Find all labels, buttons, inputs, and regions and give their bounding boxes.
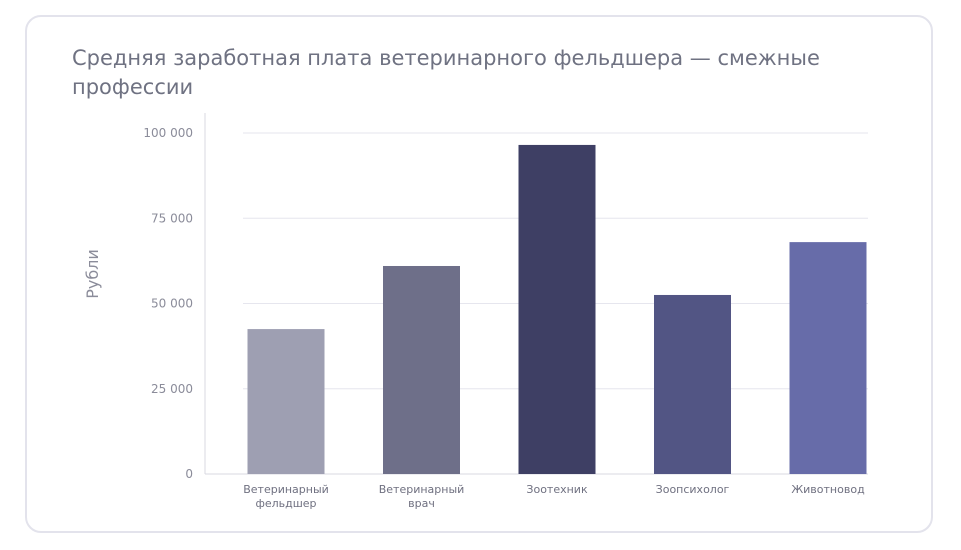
x-tick-label: Ветеринарный [243,483,329,496]
chart-card [25,15,933,533]
x-tick-label: Зоотехник [526,483,588,496]
bar [654,294,731,474]
chart-title: Средняя заработная плата ветеринарного ф… [72,46,820,99]
x-tick-label: фельдшер [255,497,316,510]
bar [518,144,596,474]
bar [383,265,460,474]
bar [789,242,867,474]
bar [247,329,325,474]
x-tick-label: Животновод [791,483,865,496]
y-tick-label: 100 000 [143,126,193,140]
x-tick-label: Ветеринарный [379,483,465,496]
y-tick-label: 50 000 [151,297,193,311]
y-tick-label: 0 [185,467,193,481]
x-tick-label: Зоопсихолог [656,483,730,496]
y-tick-label: 25 000 [151,382,193,396]
y-axis-title: Рубли [83,249,102,299]
y-tick-label: 75 000 [151,211,193,225]
x-tick-label: врач [408,497,435,510]
